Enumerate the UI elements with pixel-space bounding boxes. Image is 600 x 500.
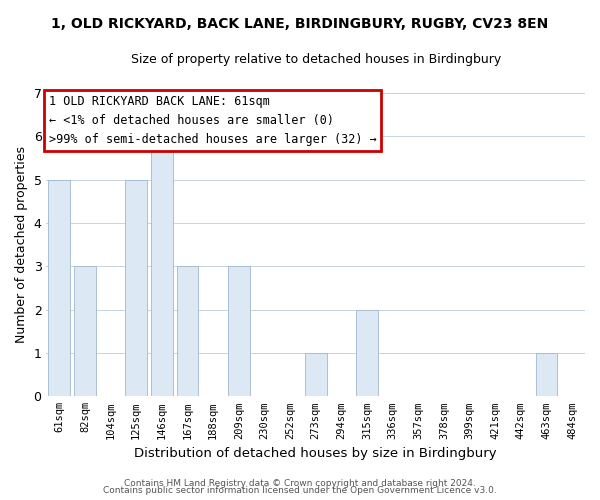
Bar — [356, 310, 378, 396]
Text: Contains public sector information licensed under the Open Government Licence v3: Contains public sector information licen… — [103, 486, 497, 495]
Bar — [125, 180, 147, 396]
X-axis label: Distribution of detached houses by size in Birdingbury: Distribution of detached houses by size … — [134, 447, 497, 460]
Text: Contains HM Land Registry data © Crown copyright and database right 2024.: Contains HM Land Registry data © Crown c… — [124, 478, 476, 488]
Bar — [176, 266, 199, 396]
Text: 1 OLD RICKYARD BACK LANE: 61sqm
← <1% of detached houses are smaller (0)
>99% of: 1 OLD RICKYARD BACK LANE: 61sqm ← <1% of… — [49, 95, 377, 146]
Text: 1, OLD RICKYARD, BACK LANE, BIRDINGBURY, RUGBY, CV23 8EN: 1, OLD RICKYARD, BACK LANE, BIRDINGBURY,… — [52, 18, 548, 32]
Bar — [228, 266, 250, 396]
Y-axis label: Number of detached properties: Number of detached properties — [15, 146, 28, 343]
Bar — [74, 266, 96, 396]
Bar — [151, 136, 173, 396]
Title: Size of property relative to detached houses in Birdingbury: Size of property relative to detached ho… — [131, 52, 501, 66]
Bar — [305, 353, 326, 397]
Bar — [49, 180, 70, 396]
Bar — [536, 353, 557, 397]
